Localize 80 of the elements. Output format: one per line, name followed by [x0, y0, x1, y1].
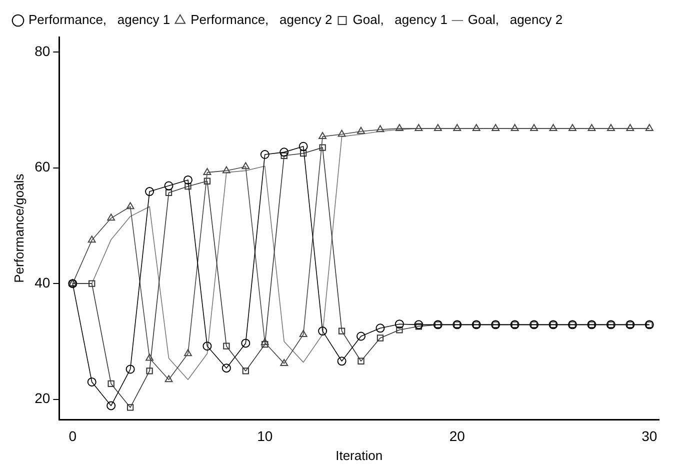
point [164, 375, 173, 382]
x-tick-label: 30 [642, 428, 658, 444]
y-tick-label: 40 [34, 274, 50, 290]
y-tick-label: 60 [34, 158, 50, 175]
y-tick-label: 20 [34, 390, 50, 406]
point [626, 124, 634, 131]
point [126, 364, 135, 374]
point [88, 236, 96, 243]
point [472, 124, 480, 131]
point [164, 181, 174, 190]
point [203, 168, 212, 175]
y-axis-title: Performance/goals [11, 173, 26, 283]
point [242, 162, 250, 170]
point [606, 124, 615, 131]
point [202, 342, 212, 351]
point [414, 320, 424, 330]
point [260, 338, 269, 346]
point [126, 404, 134, 411]
y-tick-label: 80 [34, 42, 50, 59]
point [492, 124, 500, 131]
point [395, 124, 404, 131]
point [415, 323, 422, 330]
point [145, 187, 154, 196]
legend-label: Goal, agency 1 [352, 12, 448, 28]
point [530, 124, 538, 131]
point [568, 124, 576, 131]
point [222, 364, 231, 373]
point [319, 144, 326, 151]
point [280, 148, 289, 157]
point [146, 368, 153, 374]
point [126, 202, 134, 210]
point [107, 214, 116, 221]
point [223, 342, 230, 350]
point [318, 132, 327, 140]
point [453, 124, 462, 131]
point [88, 280, 96, 287]
point [414, 124, 423, 131]
point [396, 326, 403, 334]
point [357, 126, 365, 134]
point [280, 152, 288, 159]
point [376, 125, 384, 132]
point [165, 189, 172, 196]
point [106, 401, 116, 410]
legend-label: Performance, agency 2 [190, 12, 332, 28]
point [300, 150, 307, 157]
point [241, 338, 250, 348]
point [184, 183, 192, 190]
point [376, 324, 385, 333]
point [204, 178, 211, 184]
point [146, 354, 154, 361]
point [260, 150, 270, 159]
point [338, 130, 346, 137]
point [376, 334, 384, 342]
point [588, 124, 596, 131]
x-axis-title: Iteration [336, 448, 383, 463]
point [184, 349, 192, 356]
point [394, 320, 404, 329]
x-tick-label: 10 [257, 428, 273, 444]
point [510, 124, 519, 131]
x-tick-label: 20 [449, 428, 466, 444]
point [434, 124, 442, 131]
point [298, 142, 308, 151]
point [549, 124, 558, 131]
point [222, 166, 230, 174]
point [358, 358, 364, 364]
point [108, 380, 114, 388]
legend-label: Goal, agency 2 [468, 12, 563, 28]
point [338, 328, 346, 334]
point [645, 124, 654, 131]
point [87, 377, 96, 386]
point [242, 368, 249, 374]
point [299, 330, 308, 338]
point [337, 356, 346, 366]
point [262, 341, 268, 348]
x-tick-label: 0 [68, 428, 77, 444]
point [318, 326, 328, 336]
point [280, 358, 288, 366]
point [356, 332, 366, 341]
point [183, 175, 192, 184]
legend-label: Performance, agency 1 [28, 12, 170, 28]
